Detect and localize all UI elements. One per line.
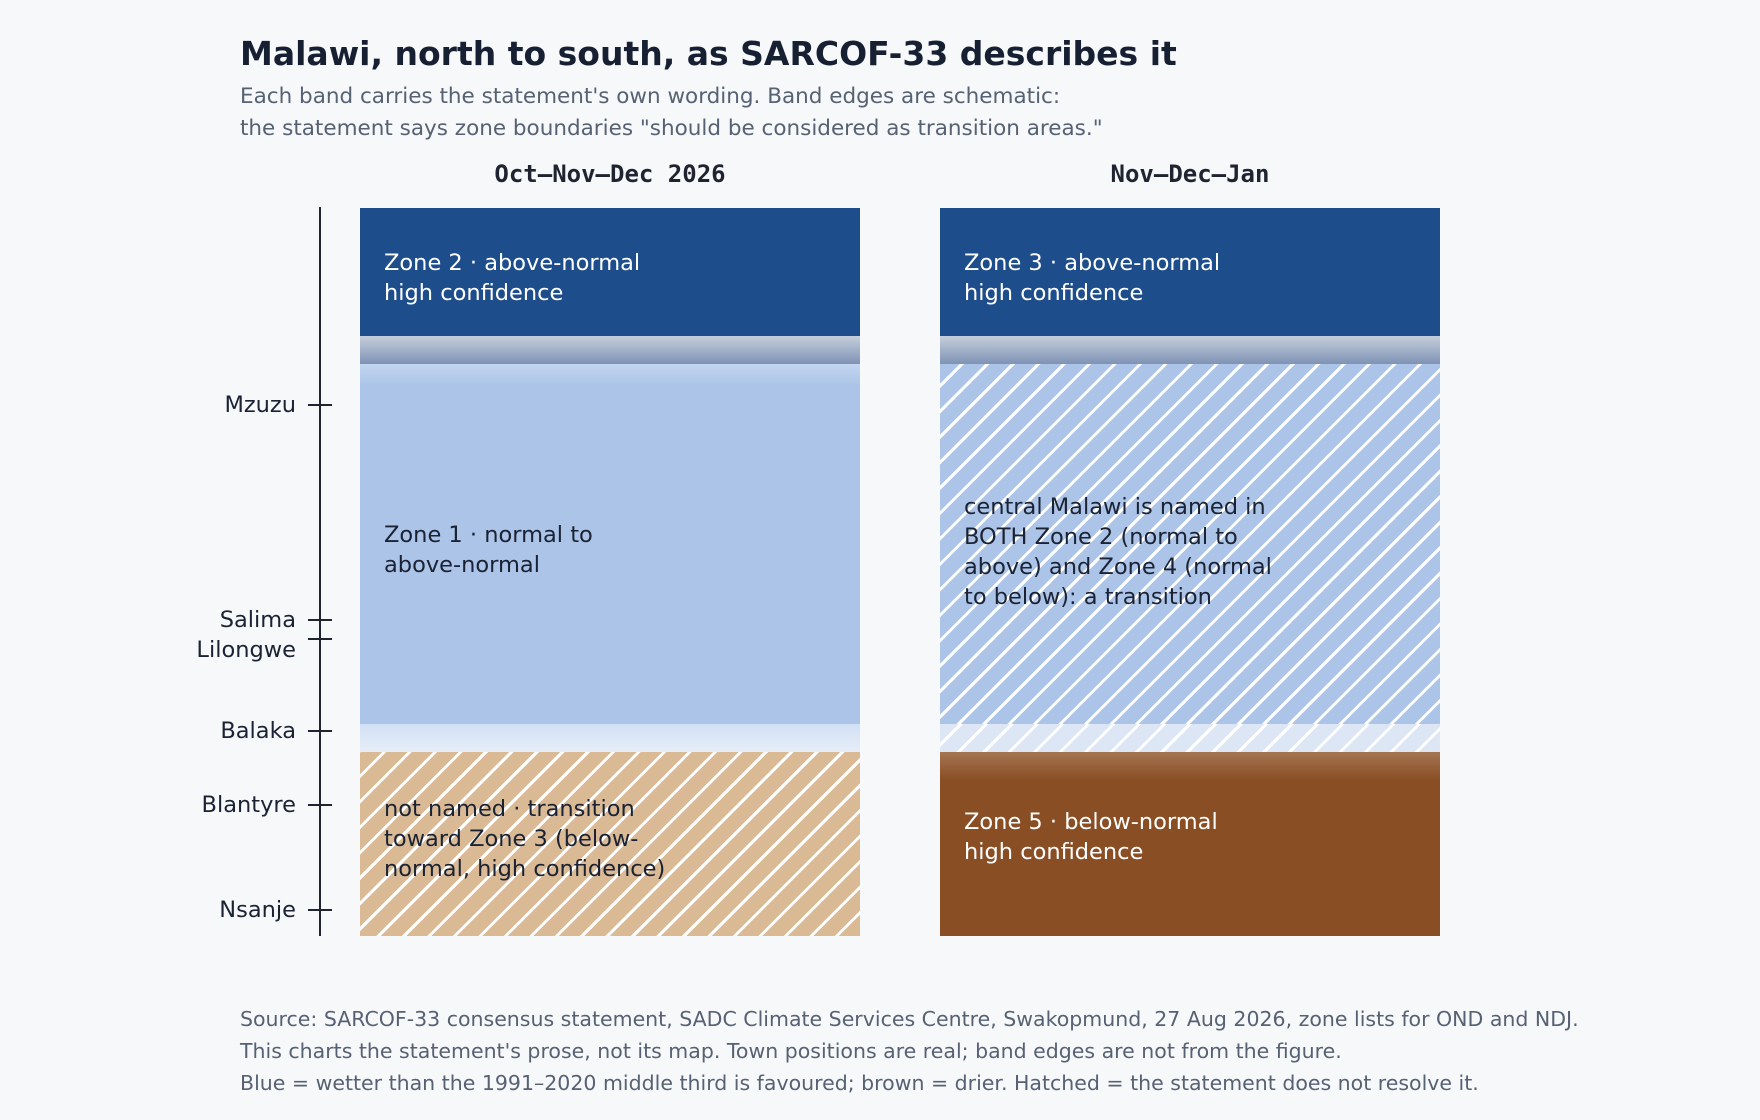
band-ndj-transition-south xyxy=(940,724,1440,752)
town-label-blantyre: Blantyre xyxy=(201,792,296,818)
tick-lilongwe xyxy=(308,638,332,640)
legend-note: Blue = wetter than the 1991–2020 middle … xyxy=(240,1071,1479,1095)
tick-nsanje xyxy=(308,909,332,911)
figure-title: Malawi, north to south, as SARCOF-33 des… xyxy=(240,34,1177,73)
town-label-nsanje: Nsanje xyxy=(219,897,296,923)
band-label: central Malawi is named in BOTH Zone 2 (… xyxy=(964,494,1272,610)
band-label: Zone 5 · below-normal high confidence xyxy=(964,809,1218,865)
column-title-ond: Oct–Nov–Dec 2026 xyxy=(494,160,726,188)
band-ndj-central-hatched: central Malawi is named in BOTH Zone 2 (… xyxy=(940,364,1440,724)
north-south-axis xyxy=(319,207,321,936)
band-label: Zone 1 · normal to above-normal xyxy=(384,522,593,578)
town-label-mzuzu: Mzuzu xyxy=(224,392,296,418)
band-ond-unnamed-hatched: not named · transition toward Zone 3 (be… xyxy=(360,752,860,936)
band-label: not named · transition toward Zone 3 (be… xyxy=(384,796,666,882)
band-ndj-zone3: Zone 3 · above-normal high confidence xyxy=(940,208,1440,336)
town-label-balaka: Balaka xyxy=(220,718,296,744)
band-label: Zone 2 · above-normal high confidence xyxy=(384,250,641,306)
band-ndj-zone5: Zone 5 · below-normal high confidence xyxy=(940,752,1440,936)
band-ond-transition-south xyxy=(360,724,860,752)
subtitle-line-2: the statement says zone boundaries "shou… xyxy=(240,116,1103,141)
band-ond-transition-north xyxy=(360,336,860,364)
town-label-lilongwe: Lilongwe xyxy=(196,637,296,663)
band-ond-zone1: Zone 1 · normal to above-normal xyxy=(360,364,860,724)
band-ndj-transition-north xyxy=(940,336,1440,364)
tick-mzuzu xyxy=(308,404,332,406)
tick-blantyre xyxy=(308,804,332,806)
column-title-ndj: Nov–Dec–Jan xyxy=(1110,160,1270,188)
town-label-salima: Salima xyxy=(219,607,296,633)
tick-salima xyxy=(308,619,332,621)
tick-balaka xyxy=(308,730,332,732)
band-label: Zone 3 · above-normal high confidence xyxy=(964,250,1221,306)
method-note: This charts the statement's prose, not i… xyxy=(240,1039,1342,1063)
band-ond-zone2: Zone 2 · above-normal high confidence xyxy=(360,208,860,336)
source-note: Source: SARCOF-33 consensus statement, S… xyxy=(240,1007,1579,1031)
subtitle-line-1: Each band carries the statement's own wo… xyxy=(240,84,1061,109)
